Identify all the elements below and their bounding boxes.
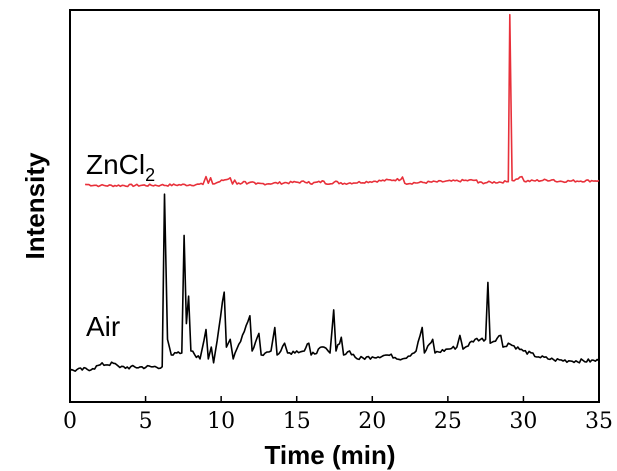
y-axis-title: Intensity: [20, 152, 50, 259]
series-label-zncl2-subscript: 2: [145, 165, 155, 185]
x-tick-label: 25: [434, 409, 462, 434]
x-axis-ticks: 0 5 10 15 20 25 30 35: [63, 396, 613, 434]
x-tick-label: 20: [358, 409, 386, 434]
x-tick-label: 0: [63, 409, 77, 434]
x-tick-label: 15: [283, 409, 311, 434]
plot-frame: [69, 9, 600, 403]
series-line-zncl2: [85, 13, 600, 188]
series-label-zncl2: ZnCl2: [86, 149, 155, 185]
x-axis-title: Time (min): [265, 440, 396, 470]
series-lines: [69, 13, 600, 372]
x-tick-label: 5: [139, 409, 153, 434]
series-label-air: Air: [86, 311, 120, 342]
series-line-air: [69, 193, 600, 372]
x-tick-label: 30: [509, 409, 537, 434]
x-tick-label: 35: [585, 409, 613, 434]
x-tick-label: 10: [207, 409, 235, 434]
series-label-zncl2-main: ZnCl: [86, 149, 145, 180]
